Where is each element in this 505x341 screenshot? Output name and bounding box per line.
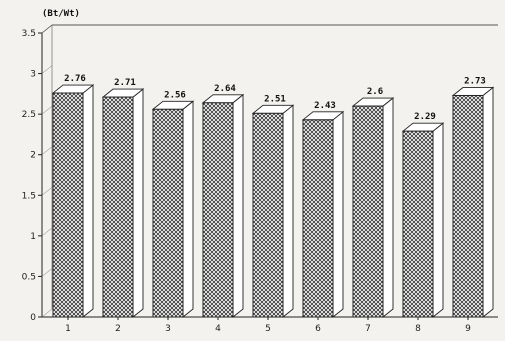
y-grid-diagonal [41, 146, 53, 155]
x-tick-label: 6 [315, 324, 321, 334]
y-tick-label: 1.5 [22, 191, 36, 201]
bar-front-face [452, 94, 484, 318]
x-tick-label: 5 [265, 324, 271, 334]
y-grid-diagonal [41, 65, 53, 74]
y-grid-diagonal [41, 105, 53, 115]
bar-8: 2.29 [401, 112, 445, 318]
bar-side-face [82, 84, 94, 318]
data-label: 2.76 [64, 74, 86, 84]
y-tick-label: 3 [30, 70, 36, 80]
data-label: 2.43 [314, 101, 336, 111]
bar-side-face [182, 100, 194, 318]
bar-side-face [232, 93, 244, 318]
bar-5: 2.51 [251, 94, 295, 318]
data-label: 2.71 [114, 78, 136, 88]
x-axis-ticks: 1 2 3 4 5 6 7 8 9 [65, 317, 471, 334]
bar-front-face [352, 105, 384, 318]
bar-front-face [252, 112, 284, 318]
bar-front-face [52, 92, 84, 318]
y-tick-label: 3.5 [22, 29, 36, 39]
x-tick-label: 4 [215, 324, 221, 334]
bar-7: 2.6 [351, 87, 395, 318]
y-unit-label: (Bt/Wt) [42, 9, 80, 19]
y-grid-diagonal [41, 308, 53, 318]
x-tick-label: 9 [465, 324, 471, 334]
data-label: 2.73 [464, 76, 486, 86]
x-tick-label: 3 [165, 324, 171, 334]
y-axis-ticks: 0 0.5 1 1.5 2 2.5 3 3.5 [22, 24, 53, 323]
y-grid-diagonal [41, 24, 53, 34]
y-grid-diagonal [41, 187, 53, 196]
bar-2: 2.71 [101, 78, 145, 318]
y-tick-label: 0 [30, 313, 36, 323]
data-label: 2.29 [414, 112, 436, 122]
bar-side-face [382, 97, 394, 318]
x-tick-label: 8 [415, 324, 421, 334]
bar-9: 2.73 [451, 76, 495, 318]
bar-front-face [302, 119, 334, 318]
x-tick-label: 2 [115, 324, 121, 334]
y-grid-diagonal [41, 268, 53, 277]
bar-front-face [152, 108, 184, 318]
data-label: 2.56 [164, 90, 186, 100]
bar-6: 2.43 [301, 101, 345, 318]
y-tick-label: 2 [30, 151, 36, 161]
bar-side-face [282, 104, 294, 318]
bar-front-face [202, 102, 234, 318]
data-label: 2.51 [264, 94, 286, 104]
bar-side-face [132, 88, 144, 318]
bar-1: 2.76 [51, 74, 95, 318]
bar-front-face [102, 96, 134, 318]
bar-front-face [402, 130, 434, 318]
data-label: 2.6 [367, 87, 383, 97]
y-tick-label: 2.5 [22, 110, 36, 120]
bar-4: 2.64 [201, 84, 245, 318]
bar-3: 2.56 [151, 90, 195, 318]
y-tick-label: 0.5 [22, 272, 36, 282]
data-label: 2.64 [214, 84, 236, 94]
x-tick-label: 1 [65, 324, 71, 334]
bar-side-face [332, 110, 344, 318]
x-tick-label: 7 [365, 324, 371, 334]
bars: 2.76 2.71 2.56 2.64 2.51 2.43 2.6 2.29 2.73 [51, 74, 495, 318]
bar-side-face [482, 86, 494, 318]
bar-side-face [432, 122, 444, 318]
y-tick-label: 1 [30, 232, 36, 242]
y-grid-diagonal [41, 227, 53, 237]
